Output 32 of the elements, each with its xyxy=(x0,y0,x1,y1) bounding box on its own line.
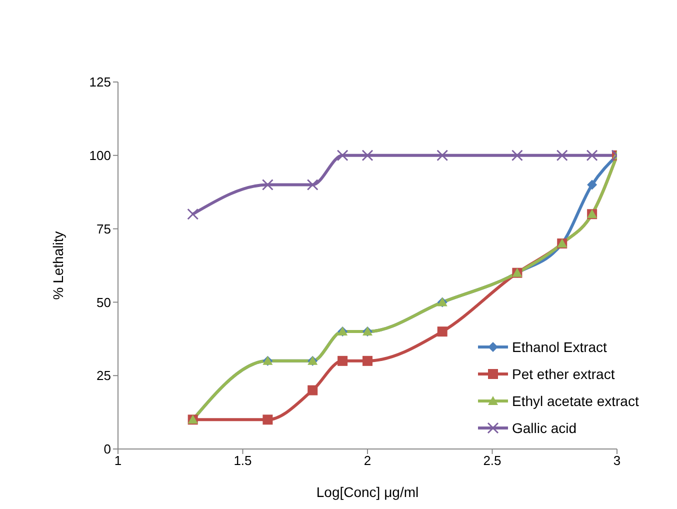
legend-label: Ethanol Extract xyxy=(512,338,607,354)
y-tick-label: 75 xyxy=(96,221,111,236)
point xyxy=(306,179,318,191)
legend-label: Gallic acid xyxy=(512,420,577,436)
x-tick-label: 2.5 xyxy=(483,453,502,468)
point xyxy=(262,179,274,191)
x-tick-label: 2 xyxy=(364,453,372,468)
point xyxy=(437,326,448,337)
point xyxy=(308,385,318,396)
y-tick-label: 100 xyxy=(89,148,111,164)
point xyxy=(587,180,598,190)
point xyxy=(336,150,348,162)
x-axis-title: Log[Conc] μg/ml xyxy=(316,484,419,500)
legend-label: Ethyl acetate extract xyxy=(512,392,639,408)
legend-label: Pet ether extract xyxy=(512,366,615,382)
point xyxy=(436,150,448,162)
x-tick-label: 3 xyxy=(613,453,621,468)
point xyxy=(338,356,348,366)
point xyxy=(586,150,598,162)
y-tick-label: 125 xyxy=(89,74,111,90)
point xyxy=(187,208,199,220)
y-axis-title: % Lethality xyxy=(50,231,66,300)
x-tick-label: 1.5 xyxy=(234,453,252,468)
point xyxy=(556,150,568,162)
x-tick-label: 1 xyxy=(114,453,122,468)
y-tick-label: 50 xyxy=(96,294,111,310)
point xyxy=(262,414,273,425)
point xyxy=(511,150,523,162)
point xyxy=(362,356,372,366)
y-tick-label: 25 xyxy=(96,368,111,384)
point xyxy=(362,150,374,162)
y-tick-label: 0 xyxy=(104,442,111,457)
